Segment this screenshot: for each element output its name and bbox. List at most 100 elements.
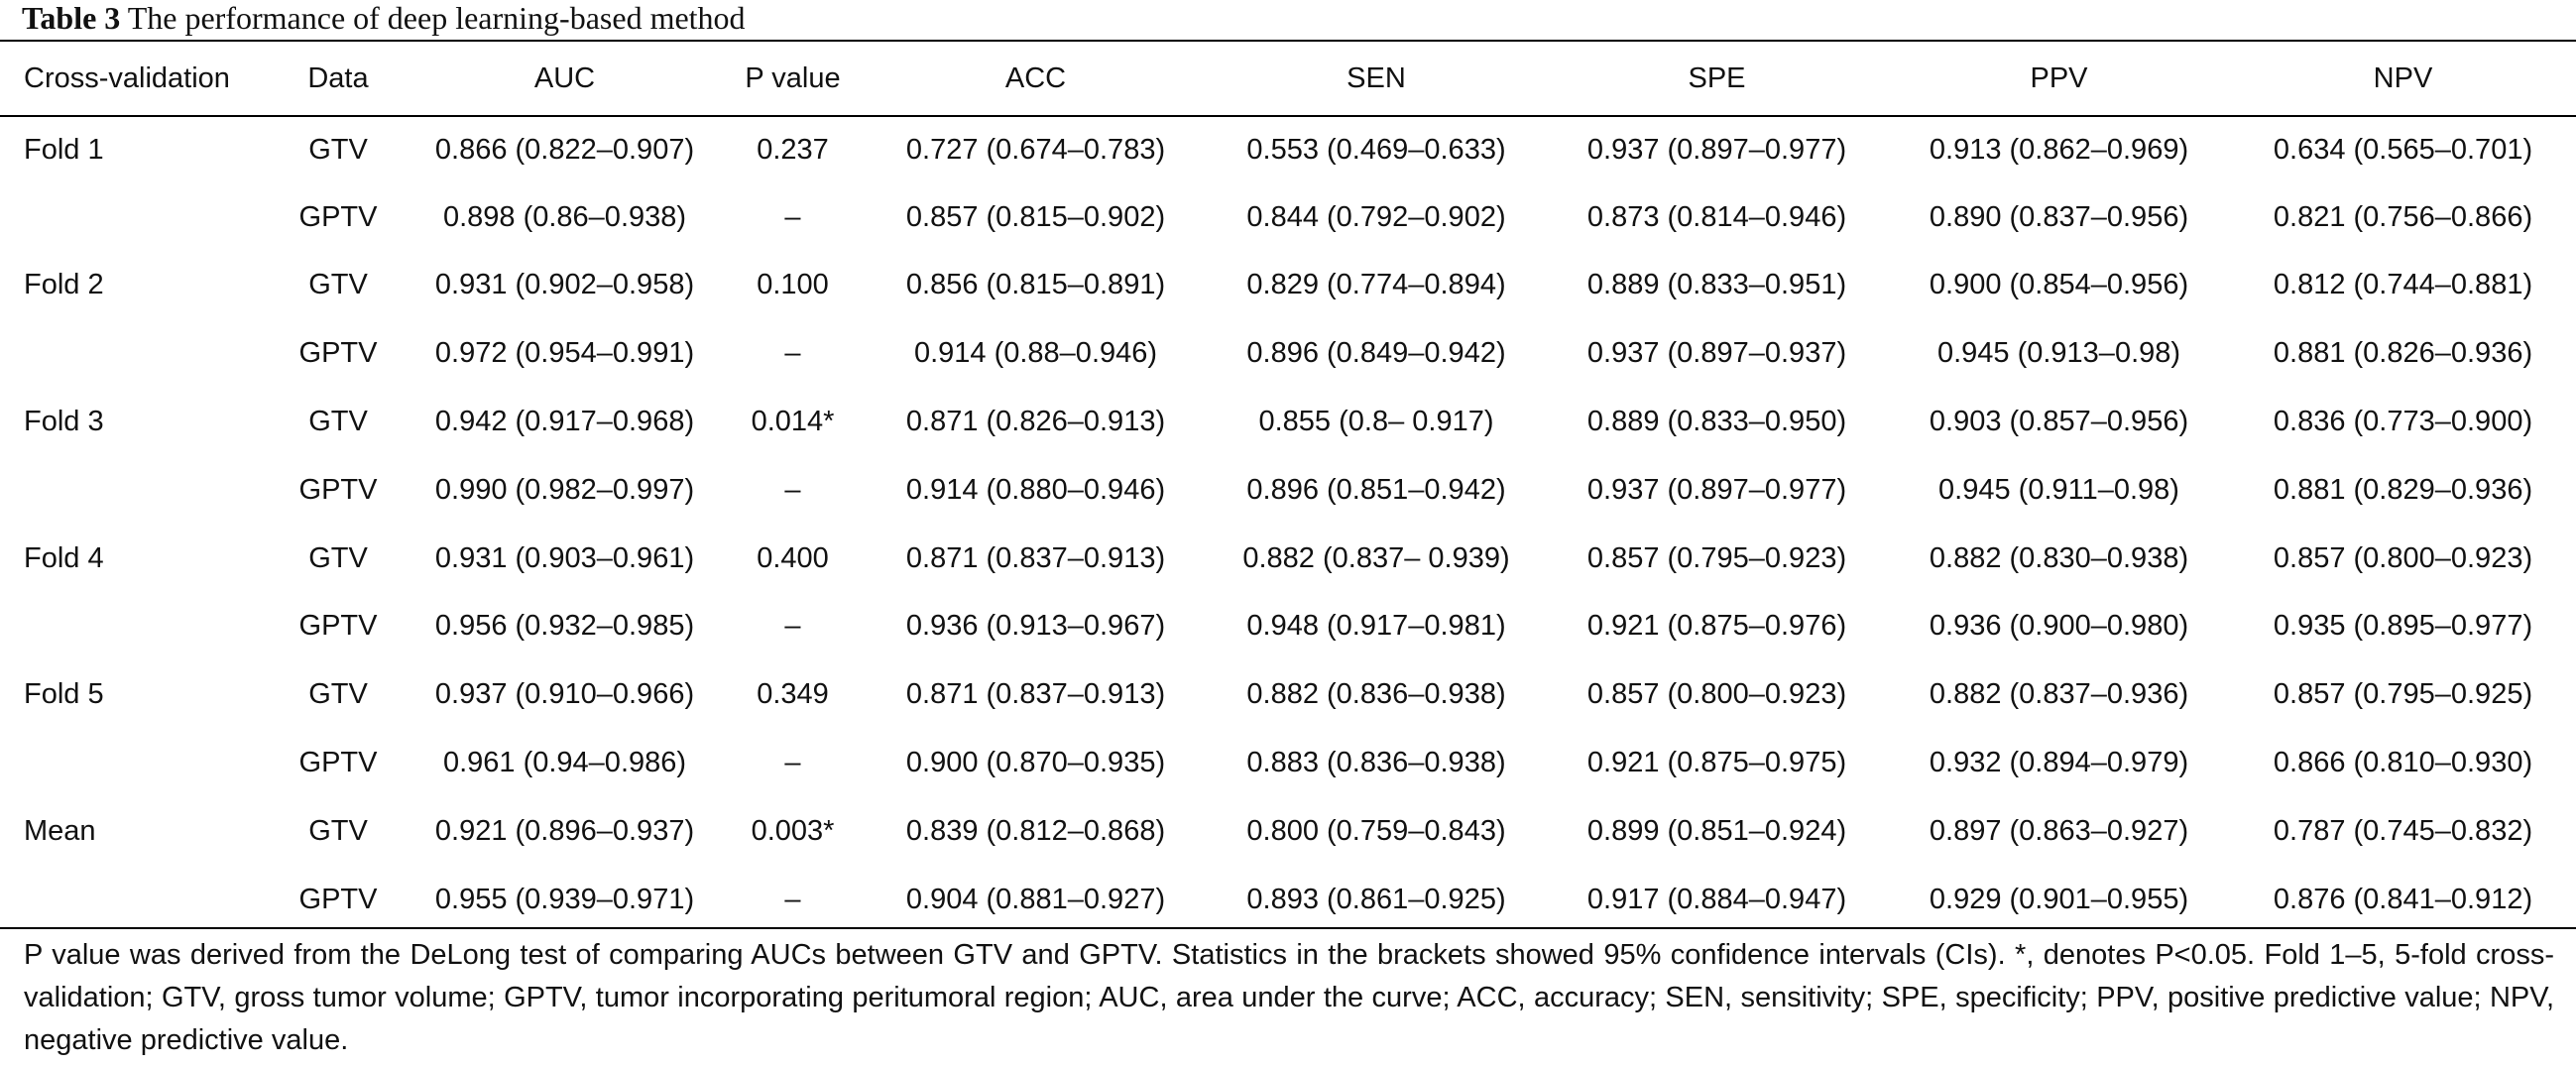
cell-cross-validation <box>0 319 268 388</box>
cell-acc: 0.936 (0.913–0.967) <box>905 610 1166 643</box>
header-ppv: PPV <box>2030 61 2088 94</box>
cell-sen: 0.893 (0.861–0.925) <box>1246 883 1506 915</box>
cell-auc: 0.956 (0.932–0.985) <box>434 610 695 643</box>
cell-cross-validation: Fold 2 <box>24 269 104 301</box>
table-row: Mean GTV 0.921 (0.896–0.937) 0.003* 0.839 (0… <box>0 797 2576 866</box>
header-acc: ACC <box>1004 61 1067 94</box>
cell-ppv: 0.900 (0.854–0.956) <box>1929 269 2189 301</box>
cell-p-value: – <box>784 883 801 915</box>
cell-ppv: 0.936 (0.900–0.980) <box>1929 610 2189 643</box>
cell-acc: 0.914 (0.88–0.946) <box>913 337 1158 370</box>
cell-data: GPTV <box>298 747 378 779</box>
cell-auc: 0.931 (0.902–0.958) <box>434 269 695 301</box>
header-row: Cross-validation Data AUC P value ACC SEN SPE P… <box>0 42 2576 115</box>
cell-npv: 0.836 (0.773–0.900) <box>2273 406 2533 438</box>
header-npv: NPV <box>2373 61 2433 94</box>
cell-ppv: 0.890 (0.837–0.956) <box>1929 200 2189 233</box>
table-row: GPTV 0.898 (0.86–0.938) – 0.857 (0.815–0.90… <box>0 183 2576 252</box>
table-number: Table 3 <box>22 0 121 36</box>
cell-npv: 0.821 (0.756–0.866) <box>2273 200 2533 233</box>
header-data: Data <box>307 61 369 94</box>
cell-spe: 0.857 (0.800–0.923) <box>1586 678 1847 711</box>
cell-acc: 0.857 (0.815–0.902) <box>905 200 1166 233</box>
cell-spe: 0.857 (0.795–0.923) <box>1586 541 1847 574</box>
cell-spe: 0.937 (0.897–0.937) <box>1586 337 1847 370</box>
cell-cross-validation: Fold 1 <box>24 133 104 166</box>
table-body: Fold 1 GTV 0.866 (0.822–0.907) 0.237 0.727 (… <box>0 115 2576 934</box>
cell-ppv: 0.929 (0.901–0.955) <box>1929 883 2189 915</box>
table-row: GPTV 0.972 (0.954–0.991) – 0.914 (0.88–0.94… <box>0 319 2576 388</box>
top-rule <box>0 40 2576 42</box>
cell-npv: 0.876 (0.841–0.912) <box>2273 883 2533 915</box>
header-spe: SPE <box>1688 61 1746 94</box>
cell-ppv: 0.913 (0.862–0.969) <box>1929 133 2189 166</box>
cell-spe: 0.921 (0.875–0.976) <box>1586 610 1847 643</box>
header-cross-validation: Cross-validation <box>24 61 230 94</box>
cell-acc: 0.727 (0.674–0.783) <box>905 133 1166 166</box>
cell-p-value: 0.003* <box>751 814 835 847</box>
cell-npv: 0.787 (0.745–0.832) <box>2273 814 2533 847</box>
cell-sen: 0.896 (0.849–0.942) <box>1246 337 1506 370</box>
cell-cross-validation: Fold 4 <box>24 541 104 574</box>
cell-npv: 0.812 (0.744–0.881) <box>2273 269 2533 301</box>
cell-cross-validation: Fold 5 <box>24 678 104 711</box>
cell-data: GPTV <box>298 610 378 643</box>
cell-sen: 0.553 (0.469–0.633) <box>1246 133 1506 166</box>
cell-ppv: 0.882 (0.830–0.938) <box>1929 541 2189 574</box>
cell-data: GPTV <box>298 200 378 233</box>
cell-sen: 0.829 (0.774–0.894) <box>1246 269 1506 301</box>
cell-cross-validation: Mean <box>24 814 96 847</box>
cell-auc: 0.961 (0.94–0.986) <box>442 747 687 779</box>
cell-p-value: – <box>784 610 801 643</box>
cell-acc: 0.914 (0.880–0.946) <box>905 473 1166 506</box>
table-row: GPTV 0.955 (0.939–0.971) – 0.904 (0.881–0.9… <box>0 866 2576 934</box>
cell-data: GTV <box>308 133 368 166</box>
cell-cross-validation <box>0 456 268 525</box>
cell-acc: 0.871 (0.826–0.913) <box>905 406 1166 438</box>
cell-ppv: 0.897 (0.863–0.927) <box>1929 814 2189 847</box>
cell-cross-validation <box>0 593 268 661</box>
cell-cross-validation <box>0 866 268 934</box>
cell-ppv: 0.903 (0.857–0.956) <box>1929 406 2189 438</box>
table-row: Fold 3 GTV 0.942 (0.917–0.968) 0.014* 0.871 … <box>0 388 2576 456</box>
table-row: Fold 1 GTV 0.866 (0.822–0.907) 0.237 0.727 (… <box>0 115 2576 183</box>
cell-auc: 0.990 (0.982–0.997) <box>434 473 695 506</box>
header-p-value: P value <box>745 61 841 94</box>
cell-npv: 0.857 (0.800–0.923) <box>2273 541 2533 574</box>
cell-acc: 0.856 (0.815–0.891) <box>905 269 1166 301</box>
cell-auc: 0.866 (0.822–0.907) <box>434 133 695 166</box>
cell-cross-validation <box>0 183 268 252</box>
cell-acc: 0.871 (0.837–0.913) <box>905 678 1166 711</box>
cell-ppv: 0.945 (0.913–0.98) <box>1936 337 2181 370</box>
header-sen: SEN <box>1347 61 1406 94</box>
cell-sen: 0.855 (0.8– 0.917) <box>1258 406 1494 438</box>
cell-sen: 0.882 (0.837– 0.939) <box>1242 541 1510 574</box>
cell-acc: 0.904 (0.881–0.927) <box>905 883 1166 915</box>
cell-sen: 0.844 (0.792–0.902) <box>1246 200 1506 233</box>
table-row: GPTV 0.956 (0.932–0.985) – 0.936 (0.913–0.9… <box>0 593 2576 661</box>
table-row: Fold 2 GTV 0.931 (0.902–0.958) 0.100 0.856 (… <box>0 252 2576 320</box>
cell-acc: 0.839 (0.812–0.868) <box>905 814 1166 847</box>
table-row: Fold 5 GTV 0.937 (0.910–0.966) 0.349 0.871 (… <box>0 660 2576 729</box>
cell-auc: 0.942 (0.917–0.968) <box>434 406 695 438</box>
cell-ppv: 0.882 (0.837–0.936) <box>1929 678 2189 711</box>
cell-auc: 0.898 (0.86–0.938) <box>442 200 687 233</box>
cell-npv: 0.857 (0.795–0.925) <box>2273 678 2533 711</box>
cell-auc: 0.937 (0.910–0.966) <box>434 678 695 711</box>
cell-p-value: 0.349 <box>757 678 829 711</box>
cell-data: GPTV <box>298 883 378 915</box>
cell-spe: 0.917 (0.884–0.947) <box>1586 883 1847 915</box>
bottom-rule <box>0 927 2576 929</box>
cell-spe: 0.937 (0.897–0.977) <box>1586 133 1847 166</box>
cell-p-value: – <box>784 473 801 506</box>
cell-auc: 0.931 (0.903–0.961) <box>434 541 695 574</box>
table-title: The performance of deep learning-based m… <box>127 0 746 36</box>
cell-data: GTV <box>308 814 368 847</box>
cell-spe: 0.937 (0.897–0.977) <box>1586 473 1847 506</box>
cell-sen: 0.882 (0.836–0.938) <box>1246 678 1506 711</box>
cell-data: GTV <box>308 269 368 301</box>
performance-table: Cross-validation Data AUC P value ACC SEN SPE P… <box>0 42 2576 934</box>
cell-auc: 0.921 (0.896–0.937) <box>434 814 695 847</box>
cell-data: GTV <box>308 406 368 438</box>
cell-sen: 0.800 (0.759–0.843) <box>1246 814 1506 847</box>
